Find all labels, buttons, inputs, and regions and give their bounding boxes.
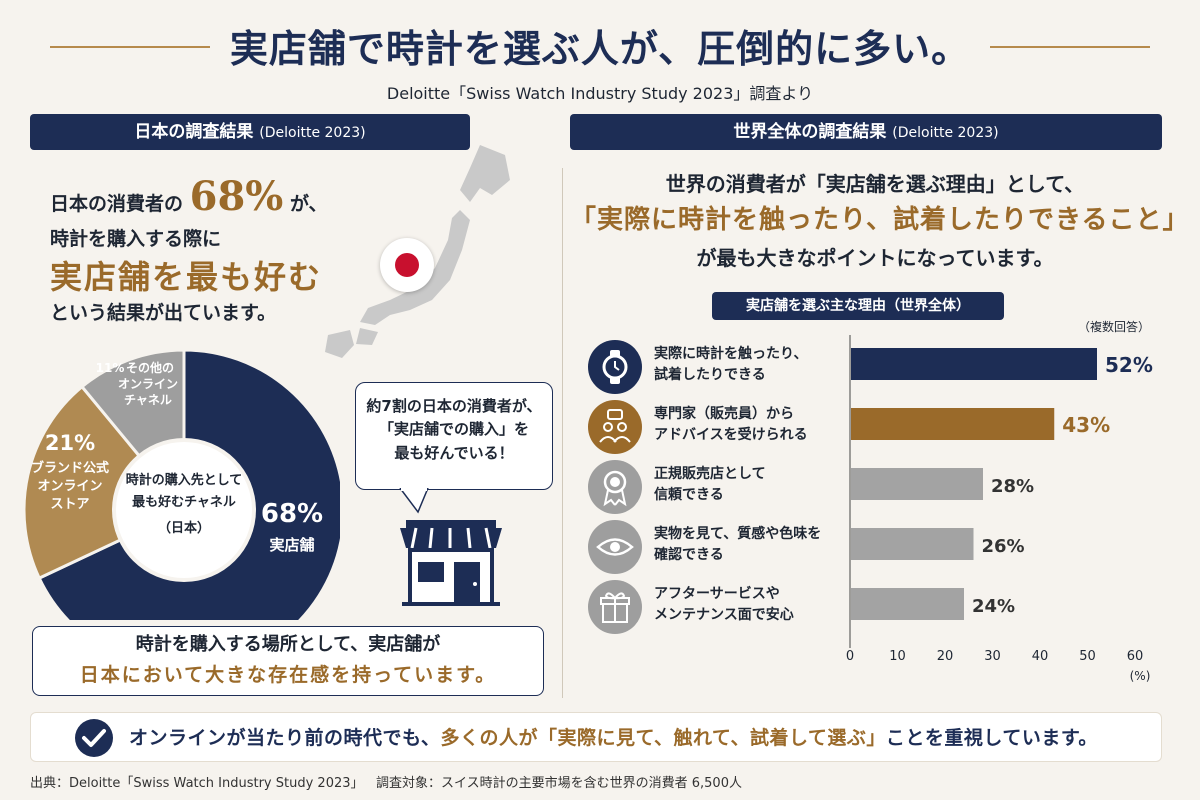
x-tick-0: 0 [846, 649, 854, 664]
x-tick-60: 60 [1127, 649, 1144, 664]
reasons-chart-title: 実店舗を選ぶ主な理由（世界全体） [712, 292, 1004, 320]
bar-value-label-1: 52% [1105, 353, 1153, 377]
donut-center-line1: 時計の購入先として [126, 472, 243, 488]
x-unit-label: (%) [1130, 669, 1151, 683]
callout-line1: 約7割の日本の消費者が、 [366, 397, 542, 415]
slice-other-label3: チャネル [124, 393, 172, 407]
bar-2 [851, 408, 1055, 440]
survey-target-note: 調査対象：スイス時計の主要市場を含む世界の消費者 6,500人 [376, 776, 742, 791]
title-rule-right [990, 46, 1150, 48]
slice-other-label1: その他の [126, 360, 174, 375]
reason-4-line2: 確認できる [654, 547, 724, 563]
x-tick-40: 40 [1032, 649, 1049, 664]
world-section-header: 世界全体の調査結果 (Deloitte 2023) [570, 114, 1162, 150]
world-section-title: 世界全体の調査結果 [733, 122, 887, 142]
japan-flag-icon [380, 238, 434, 292]
title-rule-left [50, 46, 210, 48]
slice-brand-label3: ストア [50, 497, 89, 512]
slice-other-label2: オンライン [118, 377, 178, 391]
world-intro-line1: 世界の消費者が「実店舗を選ぶ理由」として、 [665, 172, 1085, 196]
reason-1-line2: 試着したりできる [654, 367, 766, 383]
bar-value-label-3: 28% [991, 476, 1034, 497]
bottom-message-post: ことを重視しています。 [885, 727, 1098, 749]
reason-1-line1: 実際に時計を触ったり、 [654, 346, 808, 362]
world-intro: 世界の消費者が「実店舗を選ぶ理由」として、 「実際に時計を触ったり、試着したりで… [570, 168, 1190, 274]
japan-intro-line3: 実店舗を最も好む [50, 257, 323, 296]
reason-3-line2: 信頼できる [654, 487, 724, 503]
japan-intro-post: が、 [289, 193, 328, 215]
japan-section-title: 日本の調査結果 [134, 122, 254, 142]
japan-intro-percent: 68% [189, 173, 284, 220]
japan-note-line2: 日本において大きな存在感を持っています。 [79, 663, 497, 686]
bar-5 [851, 588, 964, 620]
reason-5-line1: アフターサービスや [654, 586, 780, 602]
world-intro-line3: が最も大きなポイントになっています。 [696, 245, 1054, 270]
japan-intro: 日本の消費者の 68% が、 時計を購入する際に 実店舗を最も好む という結果が… [50, 168, 390, 327]
bar-4 [851, 528, 974, 560]
page-subtitle: Deloitte「Swiss Watch Industry Study 2023… [386, 84, 814, 103]
x-tick-50: 50 [1079, 649, 1096, 664]
callout-line3: 最も好んでいる！ [394, 443, 514, 462]
page-title: 実店舗で時計を選ぶ人が、圧倒的に多い。 [229, 26, 971, 71]
slice-store-label: 実店舗 [269, 536, 314, 554]
japan-callout: 約7割の日本の消費者が、 「実店舗での購入」を 最も好んでいる！ [355, 382, 553, 490]
award-icon [588, 460, 642, 514]
reason-4-line1: 実物を見て、質感や色味を [654, 526, 822, 542]
slice-brand-label1: ブランド公式 [31, 460, 109, 476]
japan-note-line1: 時計を購入する場所として、実店舗が [135, 634, 441, 655]
donut-center-line2: 最も好むチャネル [132, 494, 236, 510]
bottom-message: オンラインが当たり前の時代でも、多くの人が「実際に見て、触れて、試着して選ぶ」こ… [129, 723, 1098, 750]
slice-brand-label2: オンライン [37, 479, 102, 494]
bottom-message-pre: オンラインが当たり前の時代でも、 [129, 727, 441, 749]
x-tick-10: 10 [889, 649, 906, 664]
bottom-message-bar: オンラインが当たり前の時代でも、多くの人が「実際に見て、触れて、試着して選ぶ」こ… [30, 712, 1162, 762]
bar-1 [851, 348, 1097, 380]
gift-icon [588, 580, 642, 634]
x-tick-20: 20 [937, 649, 954, 664]
channel-donut-chart: 時計の購入先として 最も好むチャネル （日本） 68% 実店舗 21% ブランド… [22, 348, 340, 620]
bar-value-label-2: 43% [1062, 413, 1110, 437]
multiple-answers-note: （複数回答） [1078, 320, 1151, 334]
reason-3-line1: 正規販売店として [654, 466, 766, 482]
reason-2-line1: 専門家（販売員）から [654, 406, 794, 422]
japan-intro-line2: 時計を購入する際に [50, 228, 222, 250]
world-section-source: (Deloitte 2023) [892, 125, 999, 141]
panel-divider [562, 168, 563, 698]
japan-summary-note: 時計を購入する場所として、実店舗が 日本において大きな存在感を持っています。 [32, 626, 544, 696]
japan-map-icon [325, 145, 510, 358]
slice-brand-value: 21% [45, 431, 95, 455]
japan-intro-line4: という結果が出ています。 [50, 301, 277, 324]
slice-store-value: 68% [261, 499, 323, 529]
source-note: 出典：Deloitte「Swiss Watch Industry Study 2… [30, 776, 364, 791]
slice-brand-online [22, 384, 187, 581]
bar-value-label-5: 24% [972, 596, 1015, 617]
reason-2-line2: アドバイスを受けられる [654, 427, 808, 443]
bar-value-label-4: 26% [982, 536, 1025, 557]
slice-other-value: 11% [96, 361, 125, 375]
reasons-bar-chart: 52% 43% 28% 26% 24% 0 10 20 30 40 50 60 (%) [846, 335, 1153, 683]
japan-intro-pre: 日本の消費者の [50, 193, 184, 215]
check-icon [75, 719, 113, 757]
watch-icon [588, 340, 642, 394]
x-tick-30: 30 [984, 649, 1001, 664]
bottom-message-mid: 多くの人が「実際に見て、触れて、試着して選ぶ」 [440, 727, 886, 749]
donut-center-line3: （日本） [158, 520, 210, 536]
eye-icon [588, 520, 642, 574]
advisor-icon [588, 400, 642, 454]
callout-tail [399, 488, 429, 514]
japan-section-header: 日本の調査結果 (Deloitte 2023) [30, 114, 470, 150]
store-icon [400, 520, 502, 606]
bar-3 [851, 468, 983, 500]
japan-section-source: (Deloitte 2023) [259, 125, 366, 141]
reason-5-line2: メンテナンス面で安心 [654, 607, 794, 623]
callout-line2: 「実店舗での購入」を [378, 420, 529, 439]
world-intro-line2: 「実際に時計を触ったり、試着したりできること」 [570, 205, 1190, 235]
